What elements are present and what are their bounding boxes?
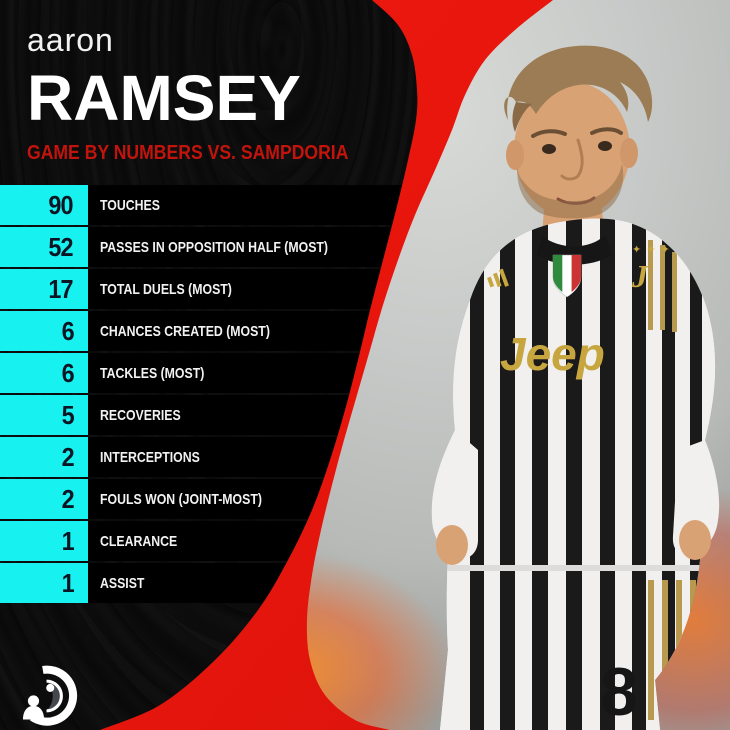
svg-text:J: J	[631, 258, 649, 294]
svg-text:Jeep: Jeep	[500, 328, 605, 380]
svg-text:8: 8	[600, 654, 638, 730]
svg-text:✦ ✦ ✦: ✦ ✦ ✦	[632, 244, 671, 256]
